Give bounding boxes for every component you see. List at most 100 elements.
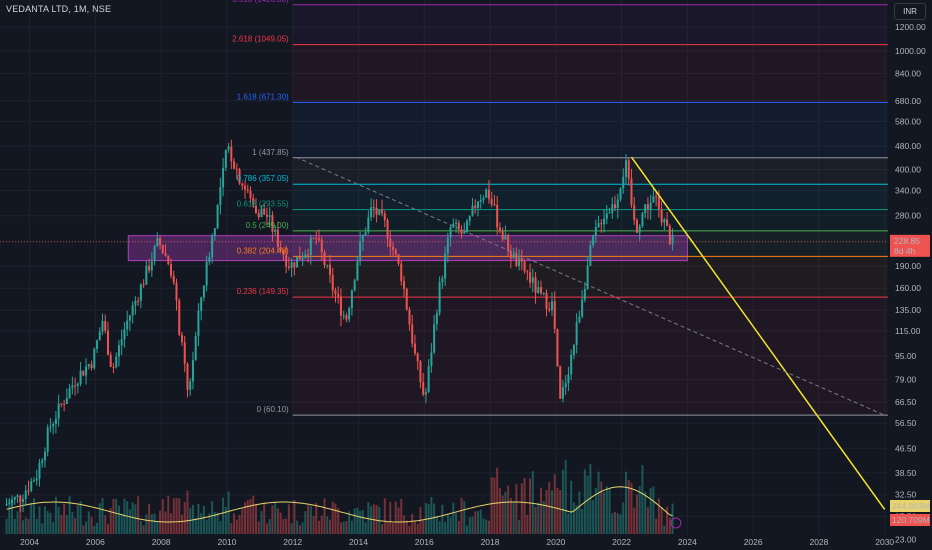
trend-lines[interactable]: [295, 156, 886, 510]
volume-bar: [312, 516, 315, 534]
dashed-trendline: [295, 156, 885, 416]
volume-bar: [655, 518, 658, 534]
volume-bar: [265, 523, 268, 534]
candle-body: [104, 320, 107, 331]
volume-bar: [52, 522, 55, 534]
candle-body: [589, 245, 592, 266]
volume-bar: [274, 502, 277, 534]
volume-bar: [145, 514, 148, 534]
volume-bar: [452, 502, 455, 534]
volume-bar: [400, 498, 403, 534]
volume-bar: [435, 515, 438, 534]
volume-bar: [444, 521, 447, 534]
candle-body: [545, 292, 548, 309]
candle-body: [276, 229, 279, 247]
volume-bar: [411, 513, 414, 534]
fib-label: 0.786 (357.05): [237, 174, 289, 183]
volume-bar: [200, 513, 203, 534]
candle-body: [60, 403, 63, 405]
volume-bar: [422, 520, 425, 534]
candle-body: [309, 237, 312, 256]
candle-body: [476, 201, 479, 208]
candle-body: [520, 258, 523, 262]
candle-body: [649, 202, 652, 210]
volume-bar: [304, 511, 307, 534]
candle-body: [471, 205, 474, 216]
candle-body: [186, 363, 189, 390]
x-tick-label: 2018: [481, 537, 500, 547]
volume-bar: [630, 482, 633, 534]
y-tick-label: 160.00: [895, 283, 921, 293]
volume-bar: [85, 521, 88, 534]
volume-bar: [460, 497, 463, 534]
volume-bar: [353, 508, 356, 534]
volume-bar: [392, 523, 395, 534]
candle-body: [438, 282, 441, 313]
volume-bar: [287, 504, 290, 534]
candle-body: [22, 499, 25, 502]
currency-button[interactable]: INR: [894, 3, 926, 20]
candle-body: [164, 253, 167, 256]
candle-body: [131, 305, 134, 316]
candle-body: [101, 320, 104, 332]
y-tick-label: 1000.00: [895, 46, 926, 56]
candle-body: [416, 353, 419, 362]
y-tick-label: 56.50: [895, 418, 917, 428]
candle-body: [633, 204, 636, 220]
candle-body: [331, 274, 334, 291]
volume-bar: [616, 513, 619, 534]
candle-body: [137, 300, 140, 302]
candle-body: [200, 297, 203, 311]
candle-body: [337, 293, 340, 297]
last-price-tag: [890, 234, 930, 257]
volume-bar: [57, 506, 60, 534]
volume-bar: [586, 475, 589, 534]
candle-body: [326, 264, 329, 266]
volume-bar: [614, 511, 617, 534]
candle-body: [397, 254, 400, 264]
candle-body: [254, 205, 257, 213]
fib-band: [292, 102, 888, 158]
volume-bar: [592, 500, 595, 534]
volume-bar: [49, 512, 52, 534]
candle-body: [537, 287, 540, 293]
candle-body: [115, 356, 118, 368]
candle-body: [619, 188, 622, 200]
volume-bar: [183, 502, 186, 534]
candle-body: [644, 204, 647, 214]
candle-body: [605, 213, 608, 219]
volume-bar: [205, 519, 208, 534]
volume-bar: [298, 525, 301, 534]
volume-bar: [101, 498, 104, 534]
volume-bar: [345, 521, 348, 534]
candle-body: [405, 288, 408, 310]
candle-body: [334, 290, 337, 294]
candle-body: [285, 255, 288, 267]
volume-bar: [509, 498, 512, 534]
candle-body: [208, 257, 211, 262]
volume-bar: [96, 522, 99, 534]
volume-bar: [589, 463, 592, 534]
volume-bar: [531, 471, 534, 534]
volume-bar: [156, 521, 159, 534]
volume-bar: [455, 513, 458, 534]
volume-bar: [361, 510, 364, 534]
volume-bar: [63, 503, 66, 534]
y-tick-label: 340.00: [895, 186, 921, 196]
candle-body: [507, 235, 510, 252]
candle-body: [142, 284, 145, 286]
volume-bar: [79, 501, 82, 534]
candle-body: [211, 235, 214, 258]
candle-body: [600, 223, 603, 225]
candle-body: [540, 287, 543, 294]
candle-body: [98, 331, 101, 341]
candle-body: [444, 253, 447, 279]
candle-body: [383, 213, 386, 221]
volume-bar: [164, 511, 167, 534]
candle-body: [13, 497, 16, 500]
volume-bar: [54, 496, 57, 534]
candle-body: [180, 334, 183, 343]
volume-bar: [342, 521, 345, 534]
volume-bar: [216, 512, 219, 534]
